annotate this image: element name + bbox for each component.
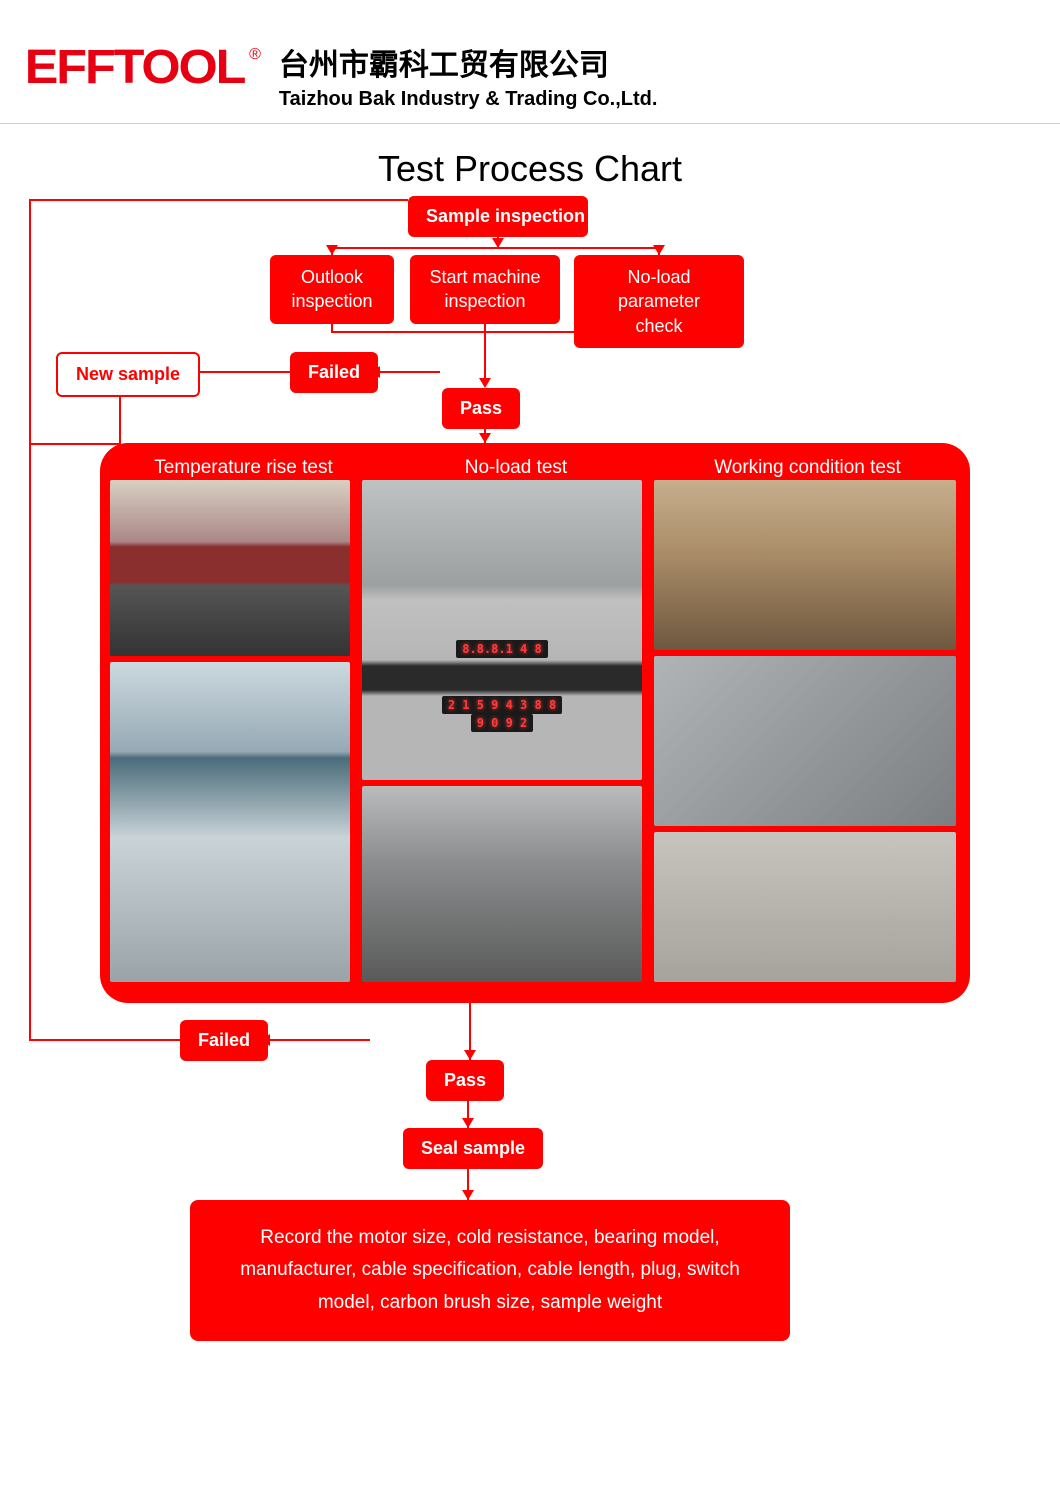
node-failed-2: Failed	[180, 1020, 268, 1061]
logo-block: EFFTOOL ®	[30, 40, 261, 95]
record-box: Record the motor size, cold resistance, …	[190, 1200, 790, 1341]
photo-1-1	[362, 786, 642, 982]
registered-icon: ®	[249, 46, 261, 64]
photo-0-1	[110, 662, 350, 982]
photo-1-0: 8.8.8.1 4 82 1 5 9 4 3 8 89 0 9 2	[362, 480, 642, 780]
panel-title-temp: Temperature rise test	[116, 457, 371, 479]
node-start-machine: Start machineinspection	[410, 255, 560, 324]
chart-title: Test Process Chart	[0, 148, 1060, 190]
logo-text: EFFTOOL	[25, 40, 245, 95]
node-new-sample: New sample	[56, 352, 200, 397]
company-block: 台州市霸科工贸有限公司 Taizhou Bak Industry & Tradi…	[279, 40, 658, 111]
panel-title-working: Working condition test	[661, 457, 954, 479]
panel-title-noload: No-load test	[371, 457, 661, 479]
photo-2-1	[654, 656, 956, 826]
photo-0-0	[110, 480, 350, 656]
node-pass-2: Pass	[426, 1060, 504, 1101]
node-seal-sample: Seal sample	[403, 1128, 543, 1169]
page-header: EFFTOOL ® 台州市霸科工贸有限公司 Taizhou Bak Indust…	[0, 0, 1060, 124]
node-sample-inspection: Sample inspection	[408, 196, 588, 237]
company-name-en: Taizhou Bak Industry & Trading Co.,Ltd.	[279, 88, 658, 111]
node-failed-1: Failed	[290, 352, 378, 393]
page-root: EFFTOOL ® 台州市霸科工贸有限公司 Taizhou Bak Indust…	[0, 0, 1060, 1499]
node-noload-param: No-loadparameter check	[574, 255, 744, 348]
record-text: Record the motor size, cold resistance, …	[240, 1227, 740, 1313]
node-pass-1: Pass	[442, 388, 520, 429]
company-name-cn: 台州市霸科工贸有限公司	[279, 40, 658, 84]
photo-2-0	[654, 480, 956, 650]
photo-2-2	[654, 832, 956, 982]
node-outlook-inspection: Outlookinspection	[270, 255, 394, 324]
